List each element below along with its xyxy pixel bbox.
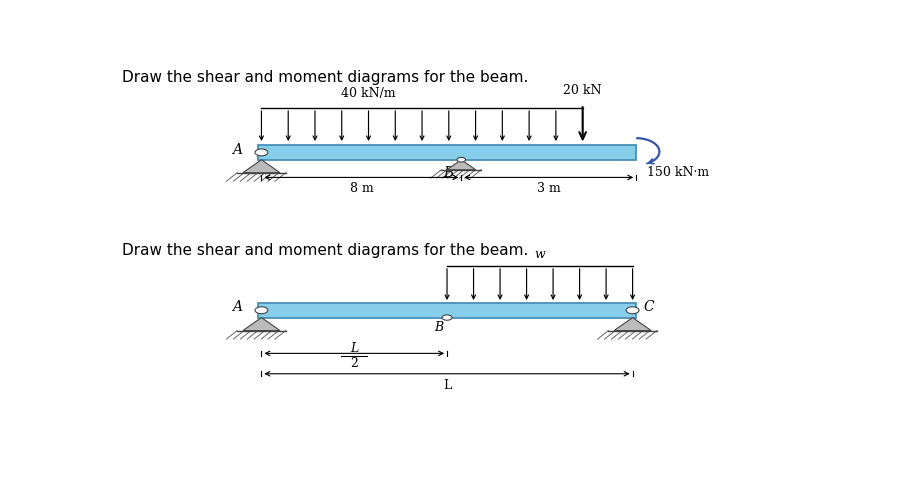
Polygon shape (243, 160, 280, 172)
Text: 3 m: 3 m (537, 182, 561, 196)
Text: B: B (434, 321, 443, 334)
Bar (258, 145, 636, 160)
Text: Draw the shear and moment diagrams for the beam.: Draw the shear and moment diagrams for t… (122, 243, 529, 258)
Text: A: A (232, 300, 242, 314)
Text: A: A (232, 144, 242, 158)
Text: 40 kN/m: 40 kN/m (341, 88, 396, 101)
Circle shape (255, 149, 268, 156)
Text: C: C (643, 300, 654, 314)
Bar (258, 303, 636, 318)
Circle shape (255, 307, 268, 314)
Text: w: w (534, 248, 545, 261)
Text: 20 kN: 20 kN (564, 84, 602, 96)
Polygon shape (614, 318, 651, 330)
Circle shape (457, 158, 466, 162)
Polygon shape (447, 160, 475, 170)
Text: L: L (443, 379, 451, 392)
Text: B: B (443, 166, 453, 180)
Circle shape (442, 315, 452, 320)
Text: Draw the shear and moment diagrams for the beam.: Draw the shear and moment diagrams for t… (122, 70, 529, 84)
Polygon shape (243, 318, 280, 330)
Text: 8 m: 8 m (349, 182, 373, 196)
Text: 150 kN·m: 150 kN·m (647, 166, 709, 179)
Text: L: L (350, 342, 358, 355)
Text: 2: 2 (350, 357, 358, 370)
Circle shape (626, 307, 639, 314)
